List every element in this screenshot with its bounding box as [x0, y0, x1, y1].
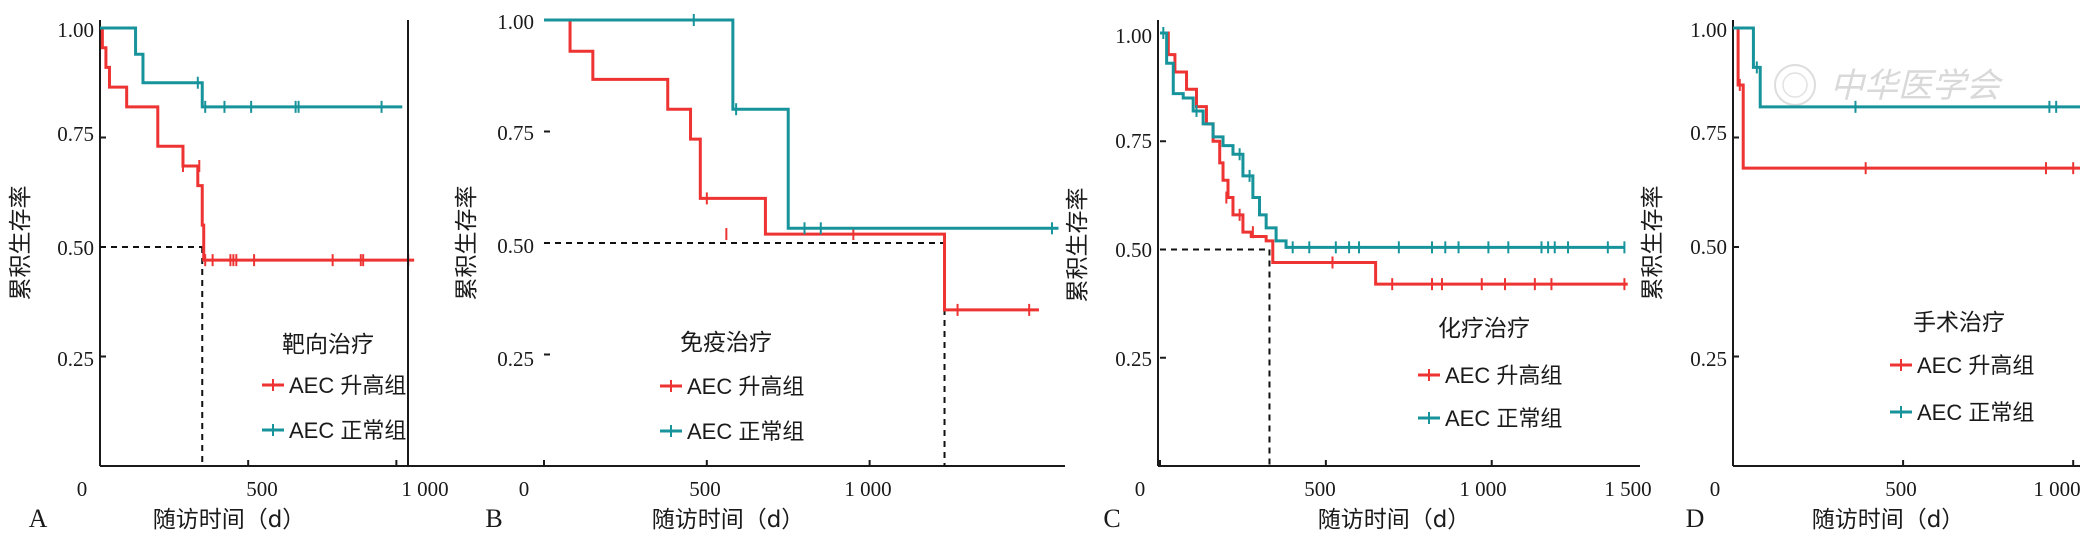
y-axis-label-d: 累积生存率 — [1640, 186, 1666, 301]
watermark: 中华医学会 — [1774, 64, 2004, 106]
y-tick-label-a-1: 1.00 — [57, 18, 94, 42]
panel-label-b: B — [485, 504, 502, 533]
x-tick-label-d-3: 1 000 — [2033, 477, 2080, 501]
watermark-text: 中华医学会 — [1830, 66, 2004, 106]
x-tick-label-d-1: 0 — [1710, 477, 1721, 501]
y-tick-label-b-1: 1.00 — [497, 10, 534, 34]
panel-a: 1.00 0.75 0.50 0.25 0 500 1 000 累积生存率 随访… — [8, 18, 458, 533]
legend-title-d: 手术治疗 — [1913, 310, 2005, 336]
y-tick-label-b-2: 0.75 — [497, 121, 534, 145]
y-tick-label-b-4: 0.25 — [497, 347, 534, 371]
y-tick-label-c-2: 0.75 — [1115, 129, 1152, 153]
panel-b: 1.00 0.75 0.50 0.25 0 500 1 000 累积生存率 随访… — [407, 10, 1065, 533]
km-curve-a-series-2 — [100, 26, 403, 109]
km-curve-b-series-1 — [544, 18, 1039, 312]
legend-label-c-1: AEC 升高组 — [1445, 363, 1562, 388]
y-tick-label-c-1: 1.00 — [1115, 24, 1152, 48]
legend-label-a-2: AEC 正常组 — [289, 418, 406, 443]
legend-title-a: 靶向治疗 — [282, 332, 374, 358]
y-axis-label-c: 累积生存率 — [1065, 188, 1091, 303]
x-tick-label-a-2: 500 — [246, 477, 278, 501]
y-tick-label-b-3: 0.50 — [497, 234, 534, 258]
x-tick-label-b-2: 500 — [689, 477, 721, 501]
y-tick-label-a-4: 0.25 — [57, 347, 94, 371]
x-tick-label-a-1: 0 — [77, 477, 88, 501]
legend-label-b-1: AEC 升高组 — [687, 374, 804, 399]
x-tick-label-a-3: 1 000 — [401, 477, 448, 501]
legend-label-c-2: AEC 正常组 — [1445, 406, 1562, 431]
y-tick-label-c-4: 0.25 — [1115, 347, 1152, 371]
legend-title-b: 免疫治疗 — [680, 330, 772, 356]
legend-label-b-2: AEC 正常组 — [687, 419, 804, 444]
legend-title-c: 化疗治疗 — [1438, 316, 1530, 342]
y-tick-label-d-2: 0.75 — [1690, 121, 1727, 145]
km-curve-a-series-1 — [100, 26, 415, 262]
y-tick-label-c-3: 0.50 — [1115, 238, 1152, 262]
panel-label-a: A — [29, 504, 48, 533]
panel-label-d: D — [1686, 504, 1705, 533]
legend-label-d-1: AEC 升高组 — [1917, 353, 2034, 378]
panel-label-c: C — [1103, 504, 1120, 533]
x-tick-label-c-2: 500 — [1304, 477, 1336, 501]
km-curve-b-series-2 — [544, 18, 1059, 230]
x-axis-label-a: 随访时间（d） — [153, 507, 306, 533]
y-tick-label-a-2: 0.75 — [57, 122, 94, 146]
x-axis-label-c: 随访时间（d） — [1318, 507, 1471, 533]
x-tick-label-b-3: 1 000 — [844, 477, 891, 501]
x-tick-label-c-1: 0 — [1135, 477, 1146, 501]
y-axis-label-a: 累积生存率 — [8, 186, 34, 301]
x-tick-label-d-2: 500 — [1885, 477, 1917, 501]
panel-c: 1.00 0.75 0.50 0.25 0 500 1 000 1 500 累积… — [1065, 20, 1652, 533]
y-tick-label-d-3: 0.50 — [1690, 235, 1727, 259]
x-axis-label-b: 随访时间（d） — [652, 507, 805, 533]
panel-d: 1.00 0.75 0.50 0.25 0 500 1 000 累积生存率 随访… — [1640, 18, 2081, 533]
x-axis-label-d: 随访时间（d） — [1812, 507, 1965, 533]
km-curve-c-series-1 — [1160, 31, 1628, 286]
y-tick-label-a-3: 0.50 — [57, 236, 94, 260]
x-tick-label-b-1: 0 — [519, 477, 530, 501]
x-tick-label-c-4: 1 500 — [1604, 477, 1651, 501]
legend-label-d-2: AEC 正常组 — [1917, 400, 2034, 425]
y-axis-label-b: 累积生存率 — [454, 186, 480, 301]
y-tick-label-d-4: 0.25 — [1690, 347, 1727, 371]
y-tick-label-d-1: 1.00 — [1690, 18, 1727, 42]
legend-label-a-1: AEC 升高组 — [289, 373, 406, 398]
km-curve-c-series-2 — [1160, 31, 1625, 249]
x-tick-label-c-3: 1 000 — [1459, 477, 1506, 501]
